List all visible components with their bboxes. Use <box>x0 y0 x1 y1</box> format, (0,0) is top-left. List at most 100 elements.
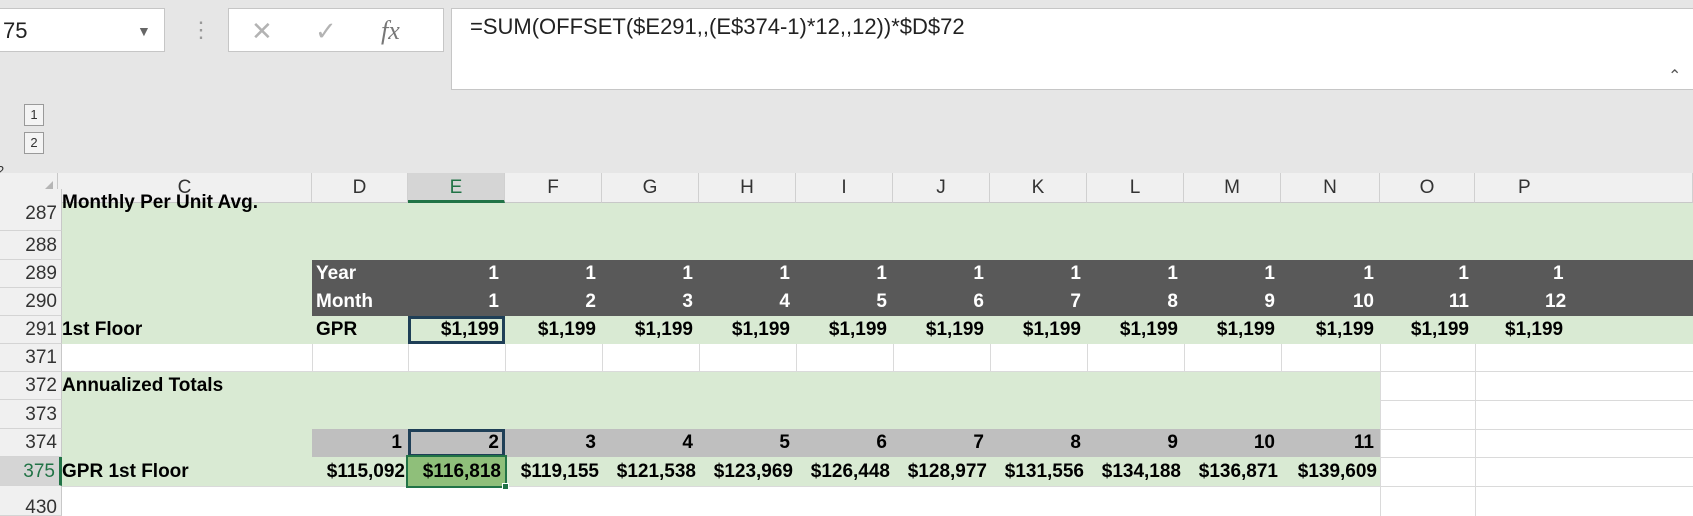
cell-k289[interactable]: 1 <box>1070 263 1081 284</box>
cell-h375[interactable]: $123,969 <box>713 461 793 482</box>
cell-i375[interactable]: $126,448 <box>810 461 890 482</box>
cell-o289[interactable]: 1 <box>1458 263 1469 284</box>
cell-d375[interactable]: $115,092 <box>326 461 405 482</box>
cell-l374[interactable]: 9 <box>1167 432 1178 453</box>
row-header-373[interactable]: 373 <box>0 400 62 429</box>
cell-c287[interactable]: Monthly Per Unit Avg. <box>62 192 258 213</box>
cell-i289[interactable]: 1 <box>876 263 887 284</box>
row-header-288[interactable]: 288 <box>0 231 62 260</box>
cell-g291[interactable]: $1,199 <box>634 319 693 340</box>
cell-l291[interactable]: $1,199 <box>1119 319 1178 340</box>
cell-n290[interactable]: 10 <box>1352 291 1374 312</box>
cell-g289[interactable]: 1 <box>682 263 693 284</box>
cell-h374[interactable]: 5 <box>779 432 790 453</box>
formula-input[interactable]: =SUM(OFFSET($E291,,(E$374-1)*12,,12))*$D… <box>451 8 1693 90</box>
row-header-287[interactable]: 287 <box>0 189 62 231</box>
name-box[interactable]: 75 ▼ <box>0 8 165 52</box>
row-header-290[interactable]: 290 <box>0 288 62 316</box>
col-header-e[interactable]: E <box>408 173 505 203</box>
col-header-f[interactable]: F <box>505 173 602 203</box>
cell-f291[interactable]: $1,199 <box>537 319 596 340</box>
cell-f374[interactable]: 3 <box>585 432 596 453</box>
cell-l289[interactable]: 1 <box>1167 263 1178 284</box>
cell-c375[interactable]: GPR 1st Floor <box>62 461 189 482</box>
cell-e289[interactable]: 1 <box>488 263 499 284</box>
col-header-d[interactable]: D <box>312 173 408 203</box>
cell-k290[interactable]: 7 <box>1070 291 1081 312</box>
cell-o291[interactable]: $1,199 <box>1410 319 1469 340</box>
cell-c372[interactable]: Annualized Totals <box>62 375 224 396</box>
cell-n291[interactable]: $1,199 <box>1315 319 1374 340</box>
cell-o290[interactable]: 11 <box>1448 291 1469 312</box>
cell-j289[interactable]: 1 <box>973 263 984 284</box>
cell-k375[interactable]: $131,556 <box>1004 461 1084 482</box>
cell-p289[interactable]: 1 <box>1553 263 1564 284</box>
cell-i290[interactable]: 5 <box>876 291 887 312</box>
row-header-371[interactable]: 371 <box>0 344 62 372</box>
cell-g374[interactable]: 4 <box>682 432 693 453</box>
more-options-icon[interactable]: ⋮ <box>190 17 212 42</box>
outline-level-2-button[interactable]: 2 <box>24 132 44 154</box>
cell-e291[interactable]: $1,199 <box>440 319 499 340</box>
outline-level-1-button[interactable]: 1 <box>24 104 44 126</box>
cell-f290[interactable]: 2 <box>585 291 596 312</box>
cell-m374[interactable]: 10 <box>1253 432 1275 453</box>
col-header-i[interactable]: I <box>796 173 893 203</box>
cell-d374[interactable]: 1 <box>391 432 402 453</box>
cell-l290[interactable]: 8 <box>1167 291 1178 312</box>
cell-d291[interactable]: GPR <box>316 319 358 340</box>
cell-i374[interactable]: 6 <box>876 432 887 453</box>
col-header-l[interactable]: L <box>1087 173 1184 203</box>
col-header-j[interactable]: J <box>893 173 990 203</box>
cell-e290[interactable]: 1 <box>488 291 499 312</box>
col-header-n[interactable]: N <box>1281 173 1380 203</box>
col-header-c[interactable]: C <box>58 173 312 203</box>
cell-n375[interactable]: $139,609 <box>1297 461 1377 482</box>
chevron-down-icon[interactable]: ▼ <box>137 23 151 39</box>
cell-f289[interactable]: 1 <box>585 263 596 284</box>
cell-h290[interactable]: 4 <box>779 291 790 312</box>
cell-e374[interactable]: 2 <box>488 432 499 453</box>
cell-p291[interactable]: $1,199 <box>1505 319 1564 340</box>
cell-k374[interactable]: 8 <box>1070 432 1081 453</box>
cell-h289[interactable]: 1 <box>779 263 790 284</box>
col-header-p[interactable]: P <box>1475 173 1693 203</box>
row-header-372[interactable]: 372 <box>0 372 62 400</box>
cell-d290[interactable]: Month <box>316 291 373 312</box>
cell-p290[interactable]: 12 <box>1545 291 1567 312</box>
cell-e375[interactable]: $116,818 <box>422 461 501 482</box>
collapse-formula-icon[interactable]: ⌃ <box>1668 68 1682 85</box>
cell-j374[interactable]: 7 <box>973 432 984 453</box>
cell-c291[interactable]: 1st Floor <box>62 319 143 340</box>
check-icon[interactable]: ✓ <box>315 16 337 46</box>
row-header-289[interactable]: 289 <box>0 260 62 288</box>
fill-handle[interactable] <box>502 483 509 490</box>
row-header-374[interactable]: 374 <box>0 429 62 457</box>
cell-i291[interactable]: $1,199 <box>828 319 887 340</box>
cell-g375[interactable]: $121,538 <box>616 461 696 482</box>
col-header-m[interactable]: M <box>1184 173 1281 203</box>
col-header-g[interactable]: G <box>602 173 699 203</box>
cell-j291[interactable]: $1,199 <box>925 319 984 340</box>
cell-m289[interactable]: 1 <box>1264 263 1275 284</box>
cell-l375[interactable]: $134,188 <box>1101 461 1181 482</box>
cell-m375[interactable]: $136,871 <box>1198 461 1278 482</box>
cell-m290[interactable]: 9 <box>1264 291 1275 312</box>
cell-n289[interactable]: 1 <box>1363 263 1374 284</box>
cell-m291[interactable]: $1,199 <box>1216 319 1275 340</box>
col-header-h[interactable]: H <box>699 173 796 203</box>
cell-j290[interactable]: 6 <box>973 291 984 312</box>
outline-row-level-button[interactable]: 2 <box>0 163 5 178</box>
cell-n374[interactable]: 11 <box>1353 432 1374 453</box>
cell-h291[interactable]: $1,199 <box>731 319 790 340</box>
row-header-291[interactable]: 291 <box>0 316 62 344</box>
cell-f375[interactable]: $119,155 <box>520 461 599 482</box>
fx-icon[interactable]: fx <box>381 16 400 45</box>
x-icon[interactable]: ✕ <box>251 16 273 46</box>
col-header-o[interactable]: O <box>1380 173 1475 203</box>
row-header-375[interactable]: 375 <box>0 457 62 486</box>
cell-k291[interactable]: $1,199 <box>1022 319 1081 340</box>
cell-j375[interactable]: $128,977 <box>907 461 987 482</box>
col-header-k[interactable]: K <box>990 173 1087 203</box>
cell-d289[interactable]: Year <box>316 263 357 284</box>
